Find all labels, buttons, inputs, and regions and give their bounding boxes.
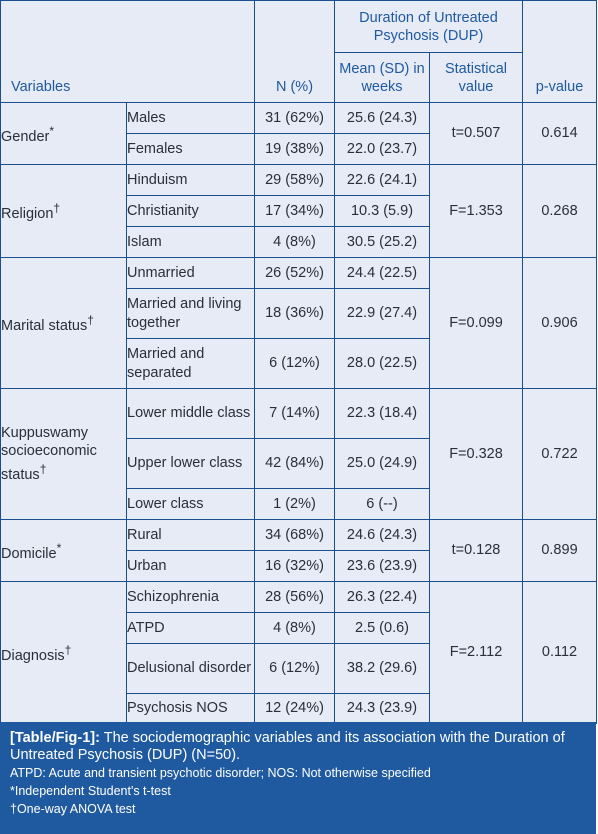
table-row: Females 19 (38%) 22.0 (23.7) [1, 133, 597, 165]
group-pvalue: 0.906 [522, 257, 597, 389]
group-label: Gender* [0, 102, 127, 165]
caption-footnote-anova: †One-way ANOVA test [10, 802, 136, 816]
row-label: Christianity [126, 195, 255, 227]
row-mean: 22.3 (18.4) [334, 388, 430, 439]
row-mean: 30.5 (25.2) [334, 226, 430, 258]
row-label: Psychosis NOS [126, 693, 255, 724]
row-n: 1 (2%) [254, 488, 335, 520]
row-mean: 10.3 (5.9) [334, 195, 430, 227]
row-label: ATPD [126, 612, 255, 644]
caption-footnote-t-test: *Independent Student's t-test [10, 784, 171, 798]
row-mean: 22.9 (27.4) [334, 288, 430, 339]
row-label: Urban [126, 550, 255, 582]
row-label: Hinduism [126, 164, 255, 196]
row-n: 42 (84%) [254, 438, 335, 489]
row-mean: 25.6 (24.3) [334, 102, 430, 134]
row-n: 19 (38%) [254, 133, 335, 165]
header-dup-group: Duration of Untreated Psychosis (DUP) [334, 0, 523, 53]
caption-title: [Table/Fig-1]: The sociodemographic vari… [10, 730, 586, 764]
table-row: Religion† Hinduism 29 (58%) 22.6 (24.1) … [0, 164, 597, 258]
table-row: Delusional disorder 6 (12%) 38.2 (29.6) [1, 643, 597, 694]
row-label: Upper lower class [126, 438, 255, 489]
row-label: Schizophrenia [126, 581, 255, 613]
caption-text: The sociodemographic variables and its a… [10, 730, 565, 763]
header-mean: Mean (SD) in weeks [334, 52, 430, 103]
group-stat: t=0.507 [429, 102, 523, 165]
data-table: Variables N (%) Duration of Untreated Ps… [0, 0, 597, 724]
row-n: 34 (68%) [254, 519, 335, 551]
row-label: Males [126, 102, 255, 134]
table-row: Christianity 17 (34%) 10.3 (5.9) [1, 195, 597, 227]
row-mean: 24.6 (24.3) [334, 519, 430, 551]
group-label: Domicile* [0, 519, 127, 582]
caption-abbreviations: ATPD: Acute and transient psychotic diso… [10, 766, 431, 780]
row-n: 6 (12%) [254, 338, 335, 389]
table-row: Upper lower class 42 (84%) 25.0 (24.9) [1, 438, 597, 489]
row-label: Females [126, 133, 255, 165]
row-mean: 24.4 (22.5) [334, 257, 430, 289]
row-n: 7 (14%) [254, 388, 335, 439]
row-n: 18 (36%) [254, 288, 335, 339]
group-pvalue: 0.614 [522, 102, 597, 165]
group-label: Diagnosis† [0, 581, 127, 724]
table-row: Gender* Males 31 (62%) 25.6 (24.3) t=0.5… [0, 102, 597, 165]
table-row: Kuppuswamy socioeconomic status† Lower m… [0, 388, 597, 520]
row-mean: 22.0 (23.7) [334, 133, 430, 165]
row-mean: 2.5 (0.6) [334, 612, 430, 644]
row-label: Delusional disorder [126, 643, 255, 694]
group-label: Marital status† [0, 257, 127, 389]
row-mean: 38.2 (29.6) [334, 643, 430, 694]
header-stat: Statistical value [429, 52, 523, 103]
table-row: Psychosis NOS 12 (24%) 24.3 (23.9) [1, 693, 597, 724]
header-variables: Variables [0, 0, 255, 103]
group-pvalue: 0.268 [522, 164, 597, 258]
row-label: Lower middle class [126, 388, 255, 439]
row-n: 6 (12%) [254, 643, 335, 694]
table-row: Islam 4 (8%) 30.5 (25.2) [1, 226, 597, 258]
row-mean: 26.3 (22.4) [334, 581, 430, 613]
group-pvalue: 0.112 [522, 581, 597, 724]
row-n: 4 (8%) [254, 612, 335, 644]
group-stat: F=1.353 [429, 164, 523, 258]
table-row: ATPD 4 (8%) 2.5 (0.6) [1, 612, 597, 644]
group-stat: F=2.112 [429, 581, 523, 724]
header-n: N (%) [254, 0, 335, 103]
group-stat: F=0.099 [429, 257, 523, 389]
row-mean: 28.0 (22.5) [334, 338, 430, 389]
row-mean: 23.6 (23.9) [334, 550, 430, 582]
table-row: Married and living together 18 (36%) 22.… [1, 288, 597, 339]
row-label: Unmarried [126, 257, 255, 289]
row-n: 29 (58%) [254, 164, 335, 196]
group-label: Kuppuswamy socioeconomic status† [0, 388, 127, 520]
group-pvalue: 0.899 [522, 519, 597, 582]
caption-tag: [Table/Fig-1]: [10, 730, 100, 746]
table-row: Lower class 1 (2%) 6 (--) [1, 488, 597, 520]
header-pvalue: p-value [522, 0, 597, 103]
row-label: Married and living together [126, 288, 255, 339]
row-n: 26 (52%) [254, 257, 335, 289]
row-mean: 22.6 (24.1) [334, 164, 430, 196]
row-n: 16 (32%) [254, 550, 335, 582]
row-label: Rural [126, 519, 255, 551]
row-mean: 6 (--) [334, 488, 430, 520]
row-n: 31 (62%) [254, 102, 335, 134]
row-mean: 25.0 (24.9) [334, 438, 430, 489]
row-n: 12 (24%) [254, 693, 335, 724]
row-n: 17 (34%) [254, 195, 335, 227]
table-row: Domicile* Rural 34 (68%) 24.6 (24.3) t=0… [0, 519, 597, 582]
table-row: Marital status† Unmarried 26 (52%) 24.4 … [0, 257, 597, 389]
row-label: Islam [126, 226, 255, 258]
row-label: Lower class [126, 488, 255, 520]
group-stat: t=0.128 [429, 519, 523, 582]
group-stat: F=0.328 [429, 388, 523, 520]
row-label: Married and separated [126, 338, 255, 389]
group-label: Religion† [0, 164, 127, 258]
table-caption: [Table/Fig-1]: The sociodemographic vari… [0, 722, 596, 834]
row-n: 4 (8%) [254, 226, 335, 258]
group-pvalue: 0.722 [522, 388, 597, 520]
row-n: 28 (56%) [254, 581, 335, 613]
row-mean: 24.3 (23.9) [334, 693, 430, 724]
table-row: Diagnosis† Schizophrenia 28 (56%) 26.3 (… [0, 581, 597, 724]
